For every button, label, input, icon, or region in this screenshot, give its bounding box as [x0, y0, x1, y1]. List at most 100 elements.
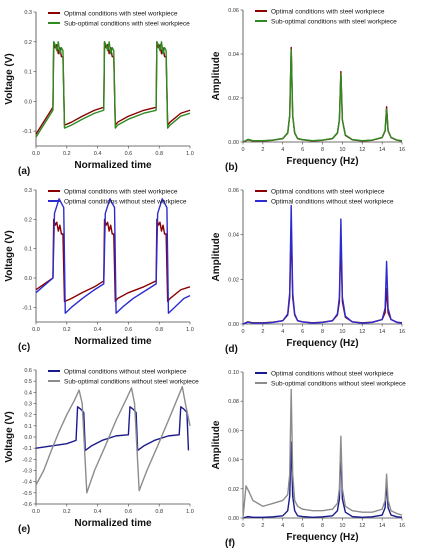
series-line-c-1 — [35, 198, 191, 314]
x-tick-label: 0.0 — [32, 509, 40, 515]
y-tick-label: 0.5 — [24, 379, 32, 385]
panel-label: (e) — [18, 524, 30, 535]
x-tick-label: 0.2 — [63, 327, 71, 333]
x-tick-label: 8 — [321, 523, 324, 529]
x-tick-label: 14 — [379, 329, 385, 335]
y-tick-label: 0.1 — [24, 70, 32, 76]
x-tick-label: 14 — [379, 147, 385, 153]
series-line-e-0 — [35, 406, 190, 452]
y-tick-label: -0.3 — [23, 469, 32, 475]
x-tick-label: 0.6 — [125, 509, 133, 515]
y-tick-label: 0.02 — [228, 277, 239, 283]
x-tick-label: 12 — [359, 147, 365, 153]
panel-label: (c) — [18, 342, 30, 353]
y-tick-label: 0.00 — [228, 140, 239, 146]
panel-label: (d) — [225, 344, 238, 355]
x-tick-label: 0.6 — [125, 327, 133, 333]
y-tick-label: 0.3 — [24, 402, 32, 408]
x-axis-label: Normalized time — [74, 518, 152, 529]
x-axis-label: Frequency (Hz) — [286, 156, 358, 167]
x-tick-label: 0.0 — [32, 327, 40, 333]
legend-label: Optimal conditions without steel workpie… — [271, 199, 394, 206]
y-tick-label: 0.0 — [24, 99, 32, 105]
x-tick-label: 0.4 — [94, 509, 102, 515]
x-tick-label: 0 — [241, 523, 244, 529]
x-tick-label: 1.0 — [186, 151, 194, 157]
x-tick-label: 0.8 — [155, 509, 163, 515]
chart-panel-f: 0 2 4 6 8 10 12 14 16 0.00 0.02 0.04 0.06 0.08 0.10 Fre… — [211, 370, 406, 549]
x-tick-label: 0.0 — [32, 151, 40, 157]
series-line-b-1 — [242, 48, 403, 143]
legend-label: Optimal conditions with steel workpiece — [271, 189, 385, 196]
x-tick-label: 16 — [399, 523, 405, 529]
panel-label: (b) — [225, 162, 238, 173]
x-tick-label: 4 — [281, 147, 284, 153]
x-tick-label: 6 — [301, 523, 304, 529]
x-tick-label: 6 — [301, 329, 304, 335]
x-tick-label: 6 — [301, 147, 304, 153]
series-line-a-1 — [35, 41, 191, 138]
y-tick-label: -0.1 — [23, 129, 32, 135]
x-axis-label: Frequency (Hz) — [286, 532, 358, 543]
series-line-b-0 — [242, 46, 403, 143]
series-line-e-1 — [35, 386, 191, 494]
x-tick-label: 0.8 — [155, 151, 163, 157]
x-tick-label: 0 — [241, 329, 244, 335]
x-tick-label: 1.0 — [186, 327, 194, 333]
y-tick-label: 0.04 — [228, 233, 239, 239]
y-tick-label: -0.1 — [23, 446, 32, 452]
y-tick-label: 0.0 — [24, 276, 32, 282]
x-tick-label: 0.6 — [125, 151, 133, 157]
chart-panel-d: 0 2 4 6 8 10 12 14 16 0.00 0.02 0.04 0.06 Frequency (… — [211, 188, 405, 355]
legend-label: Optimal conditions with steel workpiece — [64, 11, 178, 18]
x-axis-label: Normalized time — [74, 336, 152, 347]
y-tick-label: -0.6 — [23, 502, 32, 508]
x-tick-label: 16 — [399, 329, 405, 335]
y-tick-label: 0.6 — [24, 368, 32, 374]
legend-label: Sub-optimal conditions without steel wor… — [271, 381, 406, 388]
y-tick-label: 0.10 — [228, 370, 239, 376]
panel-label: (a) — [18, 166, 30, 177]
x-tick-label: 0.4 — [94, 327, 102, 333]
y-tick-label: 0.4 — [24, 390, 32, 396]
y-tick-label: 0.06 — [228, 188, 239, 194]
y-axis-label: Amplitude — [211, 51, 222, 100]
x-tick-label: 0.2 — [63, 509, 71, 515]
y-axis-label: Voltage (V) — [4, 53, 15, 104]
y-tick-label: 0.2 — [24, 40, 32, 46]
x-tick-label: 0 — [241, 147, 244, 153]
y-tick-label: 0.1 — [24, 247, 32, 253]
chart-panel-e: 0.0 0.2 0.4 0.6 0.8 1.0 -0.6 -0.5 -0.4 -0.3 -0.2 -0… — [4, 368, 199, 535]
y-tick-label: -0.1 — [23, 305, 32, 311]
y-tick-label: 0.0 — [24, 435, 32, 441]
series-line-c-0 — [35, 218, 191, 303]
x-tick-label: 12 — [359, 329, 365, 335]
x-tick-label: 2 — [261, 329, 264, 335]
x-tick-label: 4 — [281, 329, 284, 335]
series-line-f-1 — [242, 388, 403, 519]
y-tick-label: -0.4 — [23, 480, 32, 486]
series-line-a-0 — [35, 41, 191, 135]
y-tick-label: 0.06 — [228, 8, 239, 14]
y-tick-label: 0.08 — [228, 399, 239, 405]
y-tick-label: 0.04 — [228, 52, 239, 58]
x-tick-label: 2 — [261, 147, 264, 153]
legend-label: Sub-optimal conditions with steel workpi… — [271, 19, 397, 26]
x-tick-label: 14 — [379, 523, 385, 529]
panel-label: (f) — [225, 538, 235, 549]
x-tick-label: 0.4 — [94, 151, 102, 157]
x-tick-label: 4 — [281, 523, 284, 529]
y-tick-label: 0.2 — [24, 413, 32, 419]
chart-panel-b: 0 2 4 6 8 10 12 14 16 0.00 0.02 0.04 0.06 Frequency (… — [211, 8, 405, 173]
legend-label: Optimal conditions with steel workpiece — [271, 9, 385, 16]
legend-label: Optimal conditions without steel workpie… — [64, 369, 187, 376]
chart-panel-a: 0.0 0.2 0.4 0.6 0.8 1.0 -0.1 0.0 0.1 0.2 0.3 Normal… — [4, 10, 194, 177]
x-axis-label: Normalized time — [74, 160, 152, 171]
y-tick-label: 0.00 — [228, 322, 239, 328]
legend-label: Sub-optimal conditions with steel workpi… — [64, 21, 190, 28]
x-tick-label: 8 — [321, 147, 324, 153]
y-tick-label: 0.2 — [24, 217, 32, 223]
y-tick-label: 0.3 — [24, 10, 32, 16]
y-tick-label: 0.3 — [24, 188, 32, 194]
y-tick-label: 0.02 — [228, 96, 239, 102]
